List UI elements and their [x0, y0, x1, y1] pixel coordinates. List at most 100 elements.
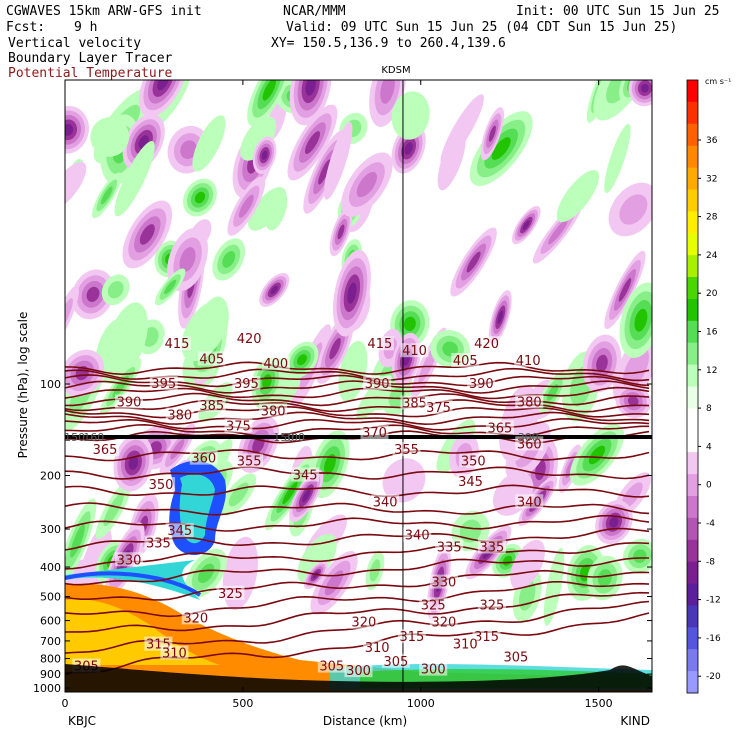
theta-label-bg	[232, 376, 261, 390]
theta-label-bg	[165, 407, 194, 422]
theta-label-bg	[419, 661, 448, 676]
theta-label-bg	[144, 535, 173, 550]
y-tick-label: 200	[40, 470, 61, 483]
theta-label-bg	[349, 614, 378, 629]
theta-label-bg	[515, 394, 544, 409]
updraft-cell	[569, 424, 625, 486]
colorbar-swatch	[687, 342, 698, 366]
downdraft-cell	[65, 106, 89, 154]
tropopause-label: 150	[273, 431, 294, 444]
theta-label-bg	[451, 636, 480, 651]
theta-label: 330	[431, 576, 456, 591]
theta-contour	[65, 569, 650, 601]
theta-label-bg	[477, 539, 506, 554]
colorbar-tick-label: 16	[706, 328, 718, 338]
theta-label: 355	[394, 443, 419, 458]
theta-label-bg	[435, 539, 464, 554]
theta-label: 340	[373, 495, 398, 510]
theta-label: 320	[183, 611, 208, 626]
colorbar-swatch	[687, 386, 698, 409]
theta-label: 325	[218, 587, 243, 602]
colorbar-swatch	[687, 123, 698, 147]
theta-label-bg	[261, 356, 290, 371]
theta-label: 305	[319, 660, 344, 675]
theta-label-bg	[181, 610, 210, 625]
downdraft-cell	[289, 469, 324, 523]
theta-label: 420	[474, 337, 499, 352]
theta-label-bg	[472, 336, 501, 351]
theta-contour	[65, 418, 650, 431]
updraft-cell	[240, 116, 276, 161]
theta-contour	[65, 405, 650, 419]
y-tick-label: 300	[40, 523, 61, 536]
theta-label: 310	[453, 638, 478, 653]
updraft-cell	[185, 548, 227, 598]
updraft-cell	[604, 123, 631, 194]
theta-contour	[65, 581, 650, 618]
y-tick-label: 800	[40, 653, 61, 666]
theta-label-bg	[501, 649, 530, 664]
downdraft-cell	[289, 80, 332, 126]
theta-label: 370	[362, 426, 387, 441]
theta-label-bg	[400, 395, 429, 410]
y-tick-label: 400	[40, 561, 61, 574]
theta-label: 400	[263, 357, 288, 372]
colorbar-swatch	[687, 167, 698, 190]
theta-contour	[65, 423, 649, 438]
colorbar-swatch	[687, 320, 698, 344]
updraft-cell	[622, 538, 652, 574]
colorbar-swatch	[687, 255, 698, 278]
theta-contour	[65, 514, 650, 532]
y-tick-label: 100	[40, 378, 61, 391]
updraft-cell	[297, 533, 337, 584]
y-tick-label: 900	[40, 668, 61, 681]
colorbar-tick-label: 36	[706, 136, 718, 146]
theta-label: 335	[479, 540, 504, 555]
colorbar-tick-label: -16	[706, 634, 721, 644]
x-axis: 0 500 1000 1500	[62, 80, 613, 710]
colorbar-swatch	[687, 605, 698, 628]
colorbar-swatch	[687, 671, 698, 694]
theta-label-bg	[197, 351, 226, 366]
downdraft-cell	[71, 269, 115, 320]
updraft-cell	[101, 274, 130, 306]
tropopause-label: 160	[83, 431, 104, 444]
theta-label-bg	[371, 494, 400, 509]
colorbar-tick-label: 24	[706, 251, 718, 261]
theta-label: 305	[383, 655, 408, 670]
theta-label: 340	[517, 495, 542, 510]
updraft-cell	[114, 141, 155, 217]
theta-label-bg	[160, 645, 189, 660]
updraft-cell	[192, 115, 226, 172]
tracer-cyan-region	[65, 560, 200, 600]
theta-label: 395	[151, 377, 176, 392]
theta-label: 360	[517, 437, 542, 452]
colorbar-swatch	[687, 233, 698, 256]
downdraft-cell	[450, 227, 497, 297]
fcst-label: Fcst:	[6, 20, 46, 35]
downdraft-cell	[259, 272, 290, 307]
downdraft-cell	[122, 200, 173, 269]
theta-label-bg	[115, 394, 144, 409]
theta-label-bg	[400, 343, 429, 358]
theta-label-bg	[224, 418, 253, 433]
theta-label-bg	[197, 397, 226, 412]
colorbar-tick-label: -20	[706, 672, 721, 682]
theta-label-bg	[429, 574, 458, 589]
theta-label-bg	[467, 376, 496, 390]
theta-label: 380	[167, 409, 192, 424]
theta-label: 415	[165, 337, 190, 352]
theta-label-bg	[381, 653, 410, 668]
theta-label-bg	[291, 467, 320, 482]
theta-contour	[65, 449, 650, 462]
theta-label-bg	[472, 629, 501, 644]
theta-label-bg	[515, 436, 544, 451]
colorbar-tick-label: -4	[706, 519, 715, 529]
downdraft-cell	[628, 80, 652, 107]
theta-label: 380	[261, 404, 286, 419]
updraft-cell	[538, 371, 568, 414]
x-tick-label: 1000	[407, 697, 435, 710]
theta-label: 310	[162, 646, 187, 661]
theta-label: 320	[351, 616, 376, 631]
